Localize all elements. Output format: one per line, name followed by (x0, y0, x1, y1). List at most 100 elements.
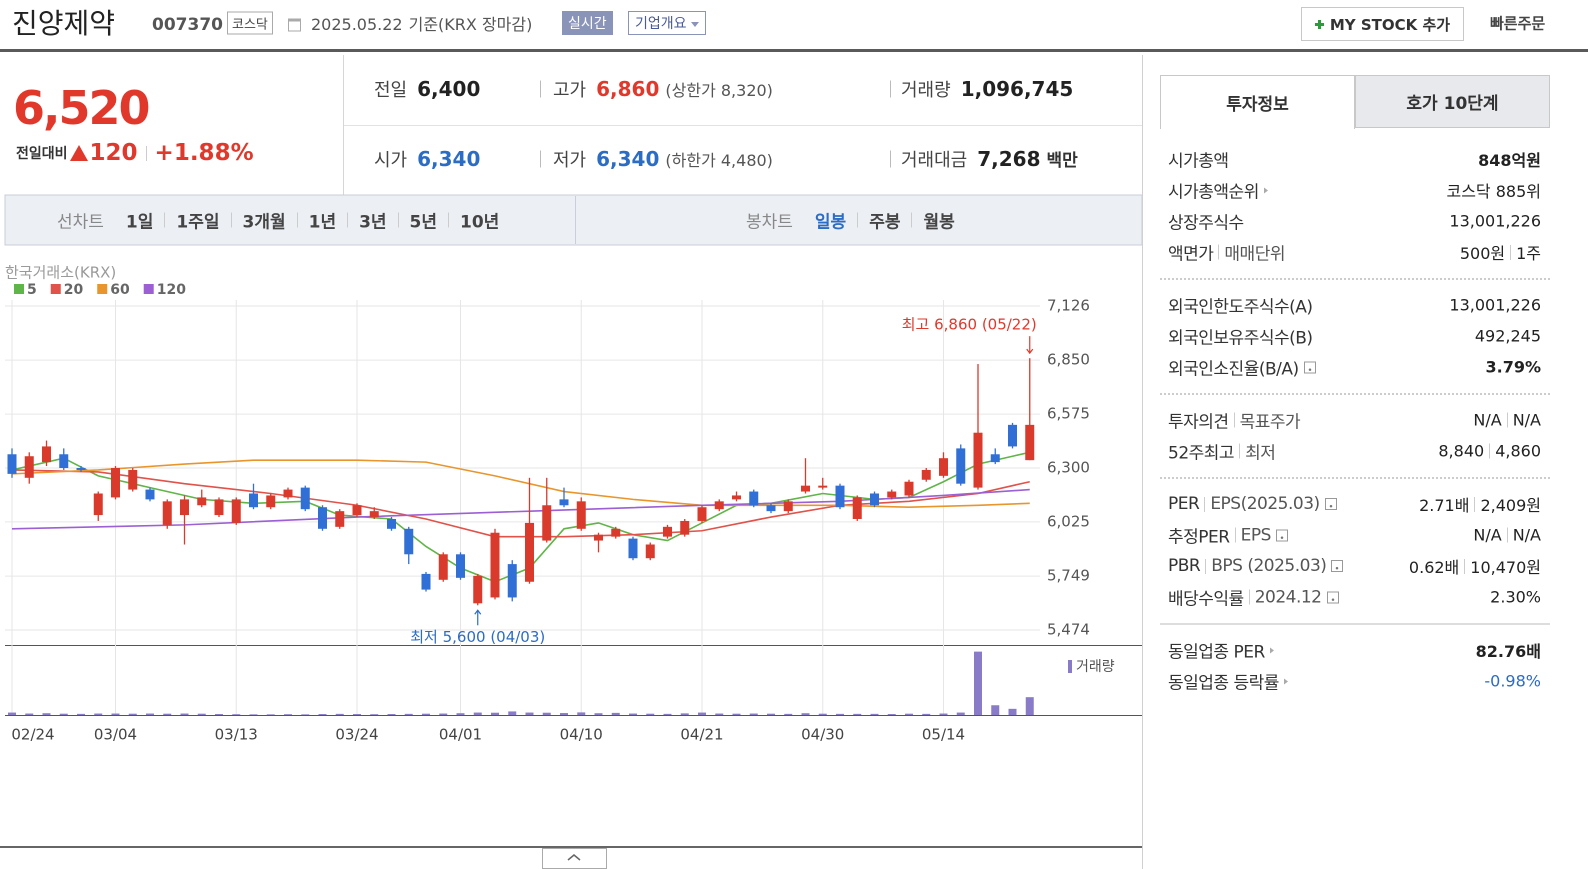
separator (164, 212, 166, 228)
candle-body (404, 528, 414, 555)
plus-icon (1314, 19, 1324, 29)
label-part: BPS (2025.03) (1211, 556, 1327, 576)
period-tab[interactable]: 10년 (460, 212, 500, 233)
period-tab[interactable]: 1주일 (176, 212, 220, 233)
candle-body (111, 468, 120, 498)
annotation-arrowhead (1026, 348, 1034, 355)
info-value: 848억원 (1478, 147, 1541, 171)
label-part: PER (1168, 494, 1200, 514)
stock-name: 진양제약 (12, 7, 116, 40)
volume-bar (422, 713, 430, 715)
x-tick-label: 03/24 (335, 726, 378, 744)
info-value: 6,340 (596, 147, 660, 171)
period-tab[interactable]: 주봉 (869, 212, 901, 233)
tab-group: 봉차트 일봉 주봉 월봉 (746, 208, 955, 233)
volume-legend-swatch (1068, 660, 1072, 673)
candle-body (904, 481, 914, 496)
group-separator (1160, 477, 1550, 479)
period-tab[interactable]: 1년 (308, 212, 337, 233)
candle-body (266, 495, 276, 508)
volume-bar (991, 705, 1000, 715)
market-badge: 코스닥 (227, 11, 273, 35)
help-icon[interactable] (1324, 498, 1337, 510)
value-part: 2.30% (1490, 587, 1541, 607)
separator (230, 212, 232, 228)
candle-body (801, 485, 810, 492)
link-arrow[interactable] (1263, 187, 1268, 193)
volume-bar (301, 714, 310, 715)
quick-order[interactable]: 빠른주문 (1490, 14, 1546, 33)
panel-tab[interactable]: 투자정보 (1160, 75, 1355, 129)
volume-bar (25, 713, 34, 715)
volume-bar (836, 713, 844, 715)
help-icon[interactable] (1331, 560, 1344, 572)
period-tab[interactable]: 3개월 (242, 212, 286, 233)
volume-bar (111, 713, 120, 715)
candle-body (369, 511, 379, 518)
link-arrow[interactable] (1269, 647, 1274, 653)
value-part: 8,840 (1438, 441, 1485, 461)
legend-label: 120 (157, 282, 186, 298)
info-label: PER EPS(2025.03) (1168, 494, 1337, 514)
info-label: 고가 (553, 80, 587, 101)
group-separator (1160, 623, 1550, 625)
period-tab[interactable]: 일봉 (814, 212, 847, 233)
volume-bar (128, 713, 137, 715)
candle-body (939, 458, 948, 476)
volume-bar (456, 713, 465, 715)
my-stock-label: MY STOCK 추가 (1329, 15, 1451, 34)
candle-body (594, 534, 603, 541)
candle-body (680, 520, 690, 535)
moving-average-line (11, 469, 1030, 538)
legend-label: 20 (64, 282, 84, 298)
candle-body (214, 499, 224, 516)
candle-body (818, 485, 828, 488)
help-icon[interactable] (1275, 529, 1288, 541)
overview-button[interactable]: 기업개요 (628, 11, 706, 35)
info-value: 8,840 4,860 (1438, 442, 1541, 461)
candle-body (956, 448, 966, 484)
volume-bar (266, 714, 275, 715)
info-value: 6,860 (596, 77, 660, 101)
period-tab[interactable]: 5년 (409, 212, 438, 233)
volume-bar (577, 712, 586, 715)
candle-body (7, 454, 17, 474)
y-tick-label: 5,474 (1047, 621, 1090, 639)
candle-body (645, 544, 655, 559)
column-separator (540, 150, 541, 168)
x-tick-label: 05/14 (922, 726, 965, 744)
value-part: 848억원 (1478, 151, 1541, 170)
value-part: 2,409원 (1480, 496, 1541, 515)
volume-legend-label: 거래량 (1076, 659, 1115, 675)
help-icon[interactable] (1326, 591, 1339, 603)
period-tab[interactable]: 3년 (359, 212, 387, 233)
period-tab[interactable]: 1일 (125, 212, 154, 233)
candle-body (145, 489, 155, 500)
tab-group-label: 봉차트 (746, 212, 793, 233)
toggle-button[interactable] (542, 848, 607, 869)
separator (1218, 244, 1220, 260)
link-arrow[interactable] (1283, 678, 1288, 684)
info-label: 시가총액 (1168, 147, 1229, 172)
label-part: 추정PER (1168, 527, 1230, 548)
realtime-button[interactable]: 실시간 (562, 11, 613, 35)
my-stock-button[interactable]: MY STOCK 추가 (1301, 7, 1464, 41)
volume-bar (974, 651, 982, 715)
overview-label: 기업개요 (635, 16, 687, 32)
volume-bar (387, 714, 396, 715)
info-label: 투자의견 목표주가 (1168, 408, 1301, 433)
period-tab[interactable]: 월봉 (923, 212, 955, 233)
info-label: 시가 (374, 150, 408, 171)
volume-bar (732, 713, 741, 715)
panel-tab[interactable]: 호가 10단계 (1355, 75, 1550, 128)
value-part: N/A (1512, 410, 1541, 430)
info-label: 외국인한도주식수(A) (1168, 293, 1313, 318)
label-part: 52주최고 (1168, 443, 1235, 464)
up-arrow (69, 145, 88, 161)
date-basis: 기준(KRX 장마감) (408, 15, 533, 34)
candle-body (525, 522, 534, 582)
help-icon[interactable] (1303, 361, 1316, 373)
separator (397, 212, 399, 228)
info-value: N/A N/A (1473, 411, 1541, 430)
